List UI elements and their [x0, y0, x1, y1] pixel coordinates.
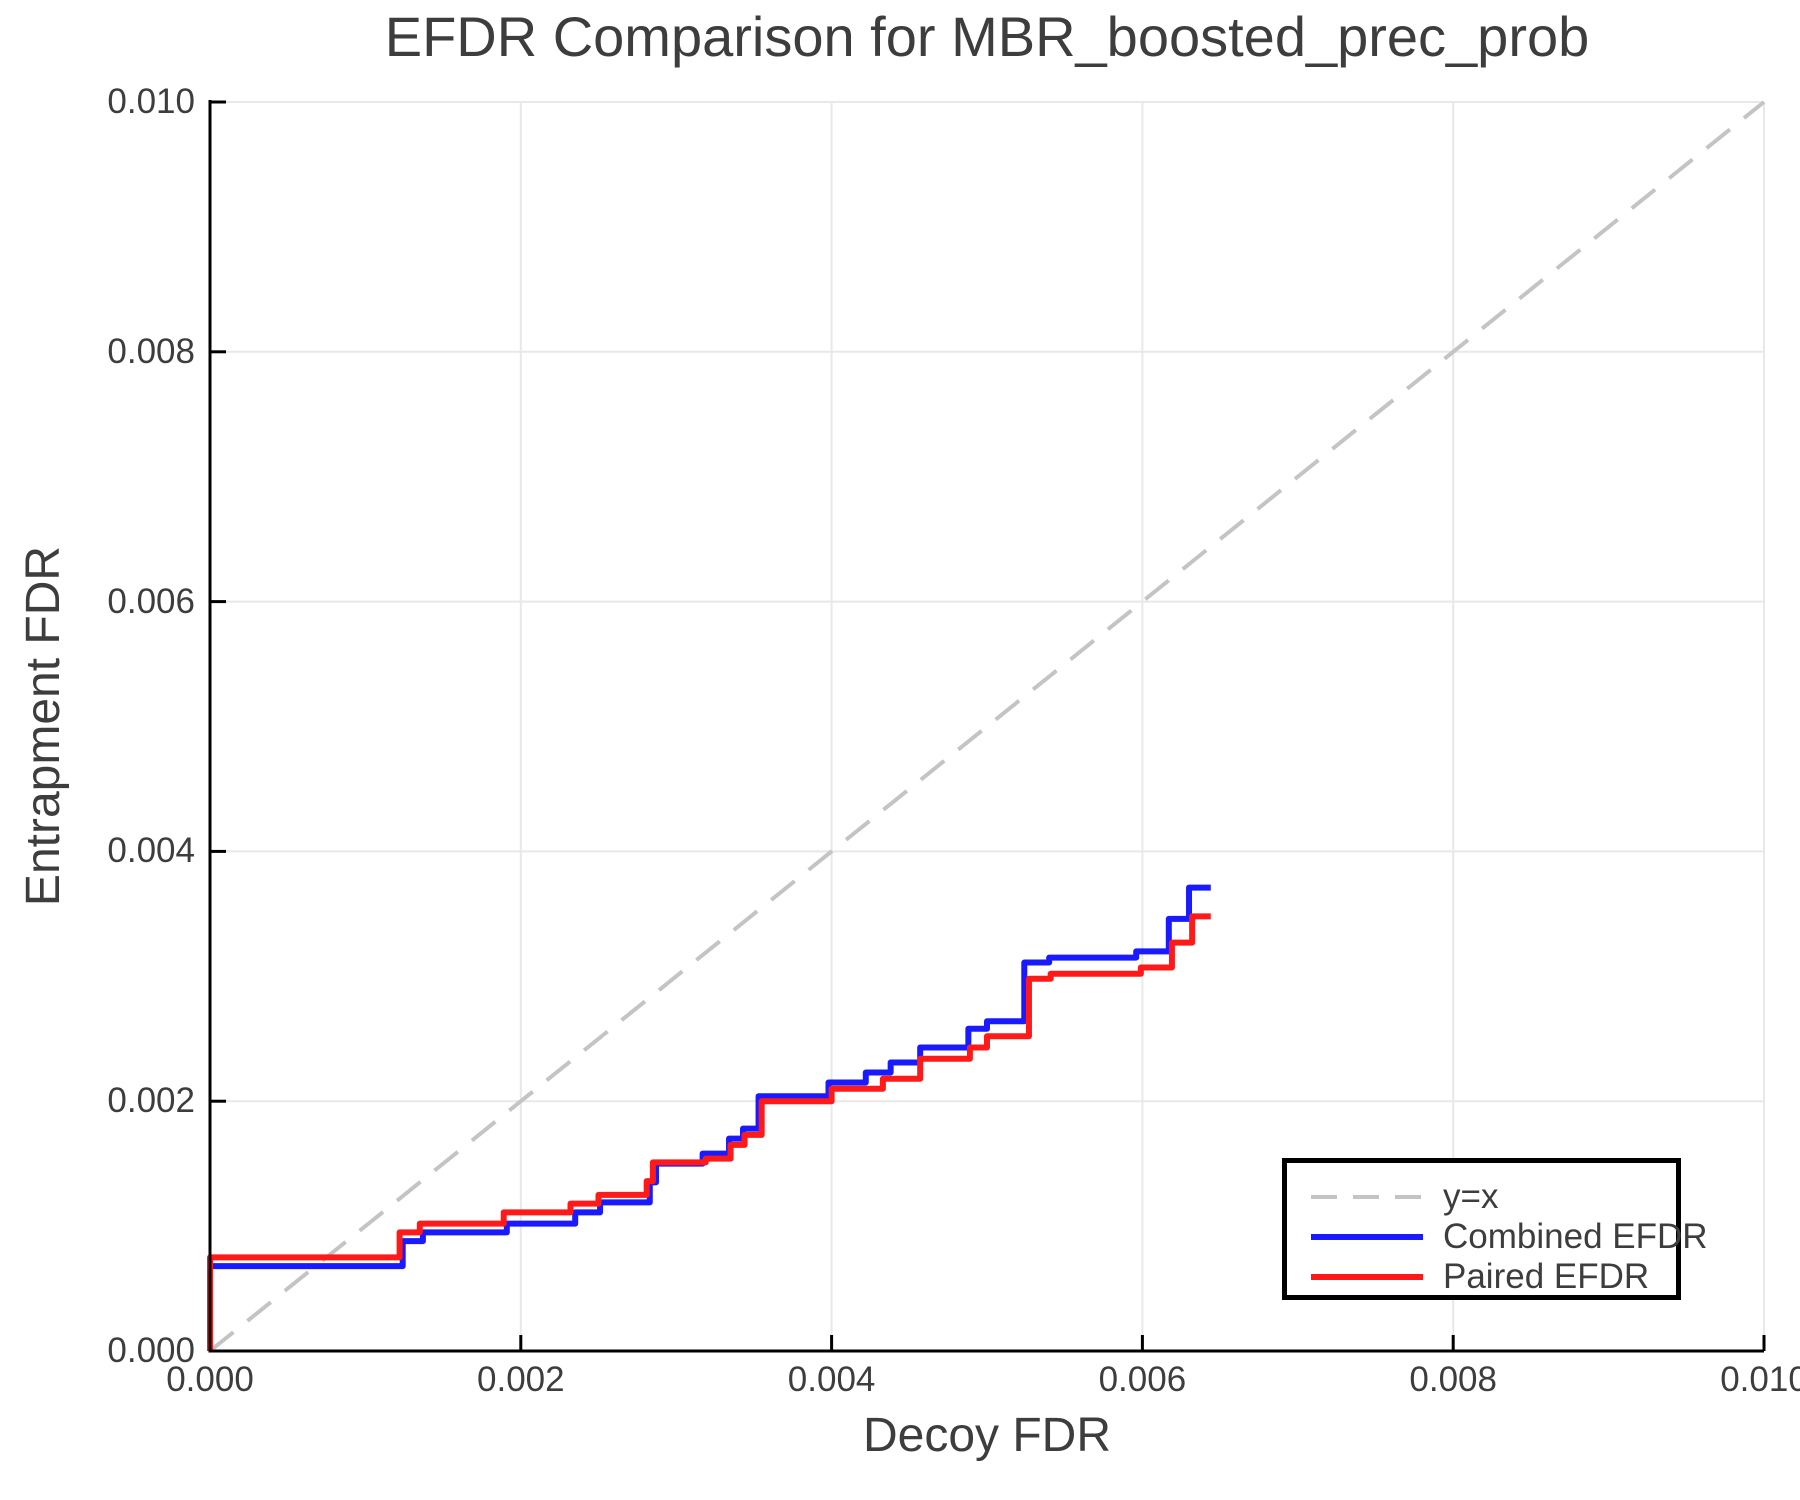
- yx-line-sample: [1311, 1195, 1423, 1199]
- x-axis-label: Decoy FDR: [862, 1409, 1112, 1462]
- legend-row-yx: y=x: [1311, 1177, 1676, 1217]
- combined-line-sample: [1311, 1234, 1423, 1240]
- x-tick-label: 0.006: [1098, 1360, 1187, 1399]
- x-tick-label: 0.010: [1720, 1360, 1800, 1399]
- y-axis-label: Entrapment FDR: [17, 545, 70, 907]
- chart-title: EFDR Comparison for MBR_boosted_prec_pro…: [384, 5, 1590, 68]
- legend-label-paired: Paired EFDR: [1443, 1257, 1650, 1296]
- series-line-combined-efdr: [207, 884, 1211, 1351]
- x-tick-label: 0.002: [477, 1360, 565, 1399]
- paired-line-sample: [1311, 1274, 1423, 1280]
- legend-row-combined: Combined EFDR: [1311, 1217, 1708, 1257]
- y-tick-label: 0.002: [107, 1081, 195, 1121]
- x-tick-label: 0.000: [166, 1360, 254, 1399]
- series-line-paired-efdr: [207, 913, 1211, 1351]
- reference-line: [208, 100, 1766, 1353]
- y-tick-label: 0.006: [107, 581, 195, 621]
- y-tick-label: 0.010: [107, 82, 195, 121]
- legend-label-combined: Combined EFDR: [1443, 1217, 1708, 1256]
- legend-label-yx: y=x: [1443, 1177, 1499, 1216]
- legend: y=x Combined EFDR Paired EFDR: [1282, 1158, 1708, 1300]
- x-tick-label: 0.004: [787, 1360, 876, 1399]
- legend-row-paired: Paired EFDR: [1311, 1257, 1676, 1297]
- x-tick-label: 0.008: [1409, 1360, 1497, 1399]
- y-tick-label: 0.000: [107, 1331, 195, 1370]
- y-tick-label: 0.004: [107, 831, 195, 871]
- y-tick-label: 0.008: [107, 331, 195, 371]
